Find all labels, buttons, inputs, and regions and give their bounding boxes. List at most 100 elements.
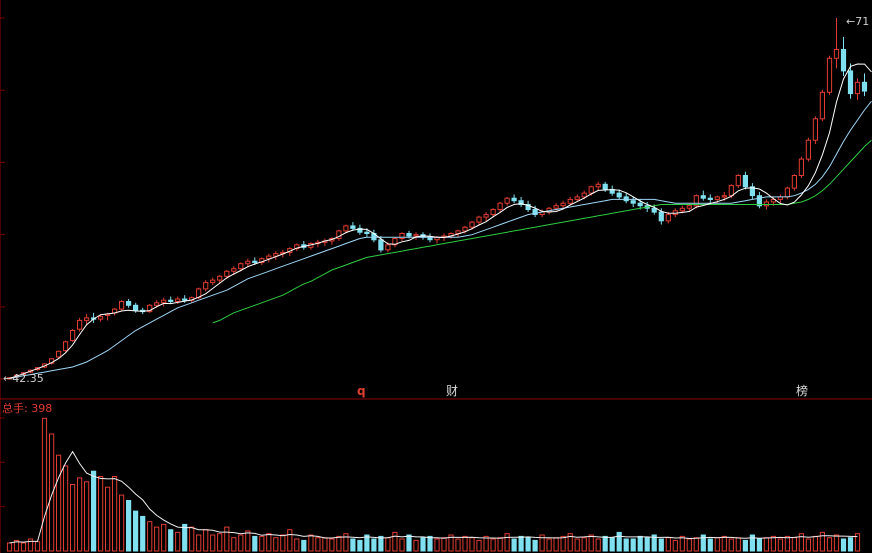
- candle-body: [126, 301, 132, 306]
- candlestick: [126, 299, 132, 308]
- candlestick: [595, 181, 601, 191]
- candlestick: [826, 55, 833, 95]
- volume-bar: [91, 470, 97, 552]
- candle-body: [469, 221, 475, 228]
- volume-bar: [784, 535, 790, 552]
- volume-bar: [287, 529, 293, 552]
- candle-body: [364, 231, 370, 234]
- volume-bar: [448, 534, 454, 552]
- volume-bar: [791, 537, 797, 552]
- candlestick: [840, 36, 847, 76]
- volume-bar: [504, 533, 510, 552]
- volume-bar: [546, 538, 552, 552]
- volume-bar: [735, 537, 741, 552]
- candlestick: [819, 89, 825, 122]
- volume-bar: [728, 538, 734, 552]
- volume-bar: [413, 539, 419, 552]
- candle-body: [483, 214, 489, 218]
- volume-bar: [357, 539, 363, 552]
- candlestick: [266, 253, 272, 263]
- candle-body: [231, 268, 237, 272]
- candlestick: [77, 317, 83, 332]
- volume-bar: [483, 535, 489, 552]
- candle-body: [168, 299, 174, 303]
- candlestick: [119, 300, 125, 311]
- candle-body: [686, 205, 692, 209]
- volume-bar: [20, 542, 27, 552]
- candle-body: [763, 201, 769, 207]
- candlestick: [616, 189, 622, 200]
- volume-bar: [406, 534, 412, 552]
- candlestick: [301, 241, 307, 250]
- price-high-label: ←71: [846, 15, 870, 28]
- volume-bar: [490, 538, 496, 552]
- volume-bar: [56, 454, 62, 552]
- candle-body: [98, 316, 104, 320]
- volume-bar: [84, 481, 90, 552]
- candlestick: [483, 212, 489, 221]
- candle-body: [413, 234, 419, 237]
- volume-bar: [147, 521, 153, 552]
- volume-bar: [518, 535, 524, 552]
- volume-bar: [245, 530, 251, 552]
- candle-body: [819, 91, 825, 120]
- volume-bar: [343, 533, 349, 552]
- volume-bar: [525, 537, 531, 552]
- candlestick: [854, 78, 861, 100]
- candle-body: [840, 49, 847, 72]
- candle-body: [693, 195, 699, 207]
- candlestick: [203, 280, 209, 292]
- volume-bar: [476, 539, 482, 552]
- volume-bar: [280, 534, 286, 552]
- volume-bar: [399, 538, 405, 552]
- candle-body: [721, 195, 727, 198]
- volume-bar: [644, 537, 650, 552]
- candle-body: [567, 198, 573, 204]
- candlestick: [847, 63, 854, 99]
- ma20-line: [212, 139, 872, 324]
- candle-body: [833, 49, 840, 59]
- volume-bar: [756, 538, 762, 552]
- volume-bar: [189, 526, 195, 552]
- event-marker-ranking: 榜: [796, 384, 809, 398]
- candle-body: [392, 238, 398, 246]
- volume-bar: [34, 541, 41, 552]
- candle-body: [154, 302, 160, 306]
- candle-body: [749, 186, 755, 197]
- candlestick: [343, 224, 349, 234]
- candle-body: [147, 304, 153, 313]
- candle-body: [560, 202, 566, 207]
- candle-body: [728, 185, 734, 197]
- volume-bar: [560, 535, 566, 552]
- candle-body: [581, 192, 587, 198]
- volume-bar: [742, 539, 748, 552]
- candlestick: [273, 251, 279, 260]
- volume-bar: [217, 533, 223, 552]
- volume-bar: [616, 531, 622, 552]
- candle-body: [714, 196, 720, 200]
- volume-bar: [168, 529, 174, 552]
- candlestick: [742, 171, 748, 190]
- candle-body: [707, 197, 713, 200]
- volume-bar: [98, 476, 104, 552]
- volume-bar: [322, 537, 328, 552]
- volume-bar: [847, 537, 854, 552]
- volume-bar: [41, 417, 48, 552]
- volume-bar: [203, 529, 209, 552]
- volume-bar: [686, 538, 692, 552]
- candlestick: [350, 222, 356, 231]
- volume-bar: [350, 538, 356, 552]
- volume-bar: [427, 535, 433, 552]
- volume-bar: [651, 534, 657, 552]
- volume-bar: [126, 500, 132, 552]
- candle-body: [406, 233, 412, 237]
- candlestick: [455, 229, 461, 238]
- candle-body: [161, 299, 167, 304]
- candle-body: [490, 209, 496, 215]
- volume-bar: [6, 542, 13, 552]
- volume-bar: [231, 537, 237, 552]
- candlestick: [749, 183, 755, 200]
- candle-body: [861, 81, 868, 92]
- candle-body: [511, 197, 517, 202]
- candlestick: [861, 73, 868, 97]
